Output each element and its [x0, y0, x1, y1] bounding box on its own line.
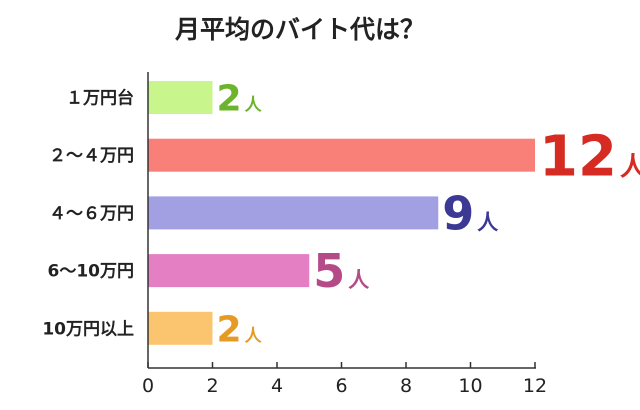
x-tick-label-10: 10: [458, 375, 482, 397]
bar-5: [148, 311, 213, 345]
category-label-2: ２～４万円: [49, 146, 134, 166]
x-tick-label-0: 0: [142, 375, 154, 397]
value-labels: 2 人 12 人 9 人 5 人 2 人: [217, 78, 640, 350]
bar-4: [148, 254, 310, 288]
x-tick-labels: 0 2 4 6 8 10 12: [142, 375, 547, 397]
category-labels: １万円台 ２～４万円 ４～６万円 6～10万円 10万円以上: [42, 88, 134, 340]
category-label-5: 10万円以上: [42, 319, 134, 339]
category-label-3: ４～６万円: [49, 204, 134, 224]
bar-2: [148, 138, 535, 172]
x-tick-label-8: 8: [400, 375, 412, 397]
x-tick-label-12: 12: [523, 375, 547, 397]
chart-title: 月平均のバイト代は？: [174, 15, 425, 44]
category-label-1: １万円台: [66, 88, 134, 109]
bars-group: [148, 81, 535, 345]
category-label-4: 6～10万円: [48, 262, 135, 282]
axes-group: [147, 72, 536, 369]
value-label-2: 12 人: [539, 124, 640, 189]
x-tick-label-6: 6: [335, 375, 347, 397]
bar-1: [148, 81, 213, 114]
x-tick-label-2: 2: [206, 375, 218, 397]
bar-3: [148, 196, 439, 230]
x-tick-label-4: 4: [271, 375, 283, 397]
